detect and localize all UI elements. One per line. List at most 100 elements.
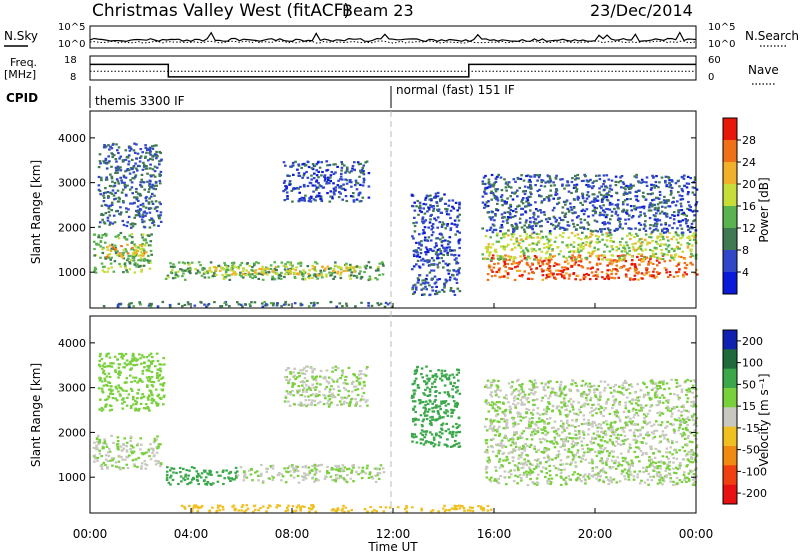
heat-cell [326,472,329,475]
heat-cell [360,168,364,172]
heat-cell [433,217,436,220]
heat-cell [110,147,114,150]
heat-cell [543,213,546,216]
heat-cell [173,265,176,268]
heat-cell [303,278,307,281]
heat-cell [673,256,676,259]
heat-cell [330,509,334,512]
heat-cell [430,277,434,280]
heat-cell [193,467,196,470]
heat-cell [347,394,351,397]
heat-cell [423,279,427,282]
heat-cell [589,235,592,238]
heat-cell [232,272,235,275]
heat-cell [424,236,427,239]
heat-cell [124,266,127,269]
heat-cell [504,270,508,273]
heat-cell [529,209,532,212]
heat-cell [151,168,155,171]
heat-cell [412,265,416,268]
heat-cell [329,388,332,391]
heat-cell [580,249,583,252]
heat-cell [114,461,118,464]
heat-cell [149,305,153,308]
heat-cell [579,218,583,221]
heat-cell [146,180,149,183]
heat-cell [359,399,362,402]
heat-cell [450,411,453,414]
heat-cell [647,472,651,475]
heat-cell [441,374,444,377]
heat-cell [98,355,102,358]
heat-cell [632,248,636,251]
heat-cell [97,184,101,187]
heat-cell [187,303,190,306]
heat-cell [266,467,269,471]
heat-cell [668,182,671,185]
heat-cell [145,241,148,244]
heat-cell [271,270,274,273]
heat-cell [446,240,450,243]
heat-cell [675,233,679,236]
heat-cell [129,360,133,363]
heat-cell [640,260,643,263]
heat-cell [434,378,437,381]
heat-cell [486,249,489,252]
heat-cell [483,257,487,260]
heat-cell [432,436,436,439]
heat-cell [150,380,154,384]
heat-cell [149,244,152,247]
heat-cell [429,370,432,373]
heat-cell [330,468,333,471]
heat-cell [619,241,622,244]
heat-cell [510,248,514,251]
heat-cell [341,507,344,510]
heat-cell [653,255,656,258]
heat-cell [288,404,292,407]
heat-cell [307,395,310,398]
heat-cell [158,363,161,366]
heat-cell [414,423,417,426]
heat-cell [112,362,115,365]
heat-cell [107,210,111,214]
heat-cell [498,267,502,270]
heat-cell [154,200,158,203]
heat-cell [262,270,265,274]
heat-cell [534,201,537,204]
heat-cell [606,274,610,277]
heat-cell [628,249,631,252]
heat-cell [100,358,104,361]
heat-cell [415,418,418,421]
heat-cell [369,506,372,509]
heat-cell [584,479,587,482]
heat-cell [322,186,326,189]
heat-cell [104,234,108,237]
heat-cell [140,362,143,365]
heat-cell [677,179,680,182]
heat-cell [126,467,130,470]
heat-cell [282,161,286,164]
heat-cell [584,175,587,178]
heat-cell [213,301,216,304]
heat-cell [425,194,429,197]
heat-cell [99,162,102,165]
heat-cell [582,273,586,276]
heat-cell [496,209,500,212]
heat-cell [225,303,228,306]
heat-cell [111,389,114,392]
heat-cell [221,505,225,509]
heat-cell [248,303,252,306]
heat-cell [548,198,551,201]
heat-cell [102,194,105,197]
heat-cell [563,277,566,280]
heat-cell [411,400,415,403]
heat-cell [302,387,306,390]
heat-cell [331,479,334,482]
heat-cell [231,505,234,508]
heat-cell [594,270,598,273]
heat-cell [693,193,696,196]
heat-cell [636,247,640,250]
heat-cell [105,204,108,207]
heat-cell [349,195,353,198]
heat-cell [153,184,157,187]
